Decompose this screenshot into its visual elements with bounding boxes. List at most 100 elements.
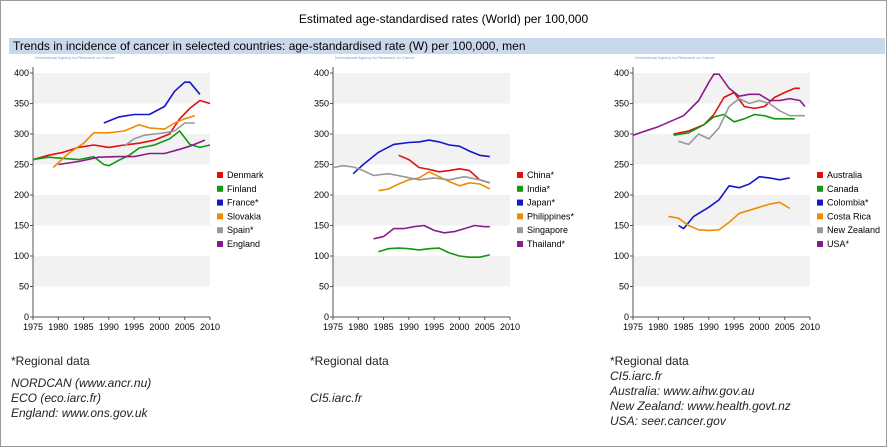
y-tick-label: 400 [14, 68, 29, 78]
y-tick-label: 400 [314, 68, 329, 78]
legend-label: New Zealand [827, 225, 880, 235]
plot-band [333, 256, 510, 287]
y-tick-label: 0 [624, 312, 629, 322]
plot-band [333, 134, 510, 165]
x-tick-label: 2010 [500, 322, 520, 332]
legend-swatch [817, 241, 823, 247]
series-line-england [58, 139, 206, 166]
x-tick-label: 2010 [800, 322, 820, 332]
series-line-thailand [373, 224, 490, 240]
series-line-philippines [378, 171, 491, 192]
legend-swatch [217, 185, 223, 192]
series-line-finland [32, 130, 211, 167]
legend-swatch [817, 213, 823, 220]
plot-band [333, 195, 510, 226]
legend-swatch [517, 199, 523, 206]
x-tick-label: 1995 [124, 322, 144, 332]
y-tick-label: 200 [14, 190, 29, 200]
legend-swatch [217, 199, 223, 206]
x-tick-label: 1985 [74, 322, 94, 332]
plot-band [33, 256, 210, 287]
series-line-china [398, 154, 491, 184]
series-line-colombia [678, 175, 790, 230]
y-tick-label: 200 [614, 190, 629, 200]
x-tick-label: 1985 [674, 322, 694, 332]
legend-label: England [227, 239, 260, 249]
x-tick-label: 1980 [48, 322, 68, 332]
plot-band [33, 225, 210, 256]
page-title: Estimated age-standardised rates (World)… [298, 12, 589, 26]
chart-credit: International Agency for Research on Can… [635, 55, 715, 60]
legend-label: Spain* [227, 225, 254, 235]
legend-swatch [517, 213, 523, 220]
y-tick-label: 150 [14, 221, 29, 231]
y-tick-label: 300 [314, 129, 329, 139]
sources-list-1: NORDCAN (www.ancr.nu) ECO (eco.iarc.fr) … [11, 376, 151, 421]
series-line-usa [632, 73, 806, 136]
series-line-france [103, 81, 201, 124]
source-item: New Zealand: www.health.govt.nz [610, 399, 791, 413]
legend-label: India* [527, 184, 551, 194]
y-tick-label: 0 [24, 312, 29, 322]
legend-swatch [217, 241, 223, 247]
regional-note-3: *Regional data [610, 354, 689, 368]
x-tick-label: 1990 [399, 322, 419, 332]
legend-swatch [817, 199, 823, 206]
regional-note-1: *Regional data [11, 354, 90, 368]
y-tick-label: 0 [324, 312, 329, 322]
legend-label: Philippines* [527, 211, 575, 221]
legend-swatch [517, 172, 523, 178]
plot-band [633, 256, 810, 287]
legend-swatch [517, 241, 523, 247]
y-tick-label: 300 [14, 129, 29, 139]
source-item: England: www.ons.gov.uk [11, 406, 148, 420]
plot-band [33, 73, 210, 104]
y-tick-label: 150 [614, 221, 629, 231]
y-tick-label: 100 [314, 251, 329, 261]
chart-credit: International Agency for Research on Can… [335, 55, 415, 60]
legend-label: Finland [227, 184, 257, 194]
source-item: CI5.iarc.fr [610, 369, 663, 383]
legend-label: China* [527, 170, 555, 180]
y-tick-label: 350 [614, 99, 629, 109]
series-line-costarica [668, 201, 791, 232]
x-tick-label: 1990 [699, 322, 719, 332]
series-line-newzealand [678, 97, 805, 146]
y-tick-label: 50 [319, 282, 329, 292]
legend-swatch [517, 227, 523, 234]
plot-band [333, 225, 510, 256]
x-tick-label: 1990 [99, 322, 119, 332]
y-tick-label: 150 [314, 221, 329, 231]
series-line-spain [123, 122, 195, 147]
legend-label: Canada [827, 184, 859, 194]
x-tick-label: 1980 [648, 322, 668, 332]
plot-band [33, 164, 210, 195]
x-tick-label: 2005 [175, 322, 195, 332]
y-tick-label: 250 [314, 160, 329, 170]
x-tick-label: 1995 [724, 322, 744, 332]
x-tick-label: 2000 [149, 322, 169, 332]
legend-swatch [817, 172, 823, 178]
x-tick-label: 2010 [200, 322, 220, 332]
plot-band [633, 225, 810, 256]
legend-swatch [817, 185, 823, 192]
x-tick-label: 2000 [749, 322, 769, 332]
legend-label: France* [227, 198, 259, 208]
source-item: CI5.iarc.fr [310, 391, 363, 405]
source-item: ECO (eco.iarc.fr) [11, 391, 102, 405]
plot-band [33, 286, 210, 317]
legend-swatch [817, 227, 823, 234]
y-tick-label: 200 [314, 190, 329, 200]
legend-swatch [217, 213, 223, 220]
legend-label: Colombia* [827, 198, 869, 208]
x-tick-label: 1980 [348, 322, 368, 332]
x-tick-label: 1975 [623, 322, 643, 332]
plot-band [333, 103, 510, 134]
series-line-japan [352, 139, 490, 175]
legend-swatch [217, 227, 223, 234]
x-tick-label: 2000 [449, 322, 469, 332]
legend-label: USA* [827, 239, 850, 249]
y-tick-label: 350 [14, 99, 29, 109]
chart-credit: International Agency for Research on Can… [35, 55, 115, 60]
